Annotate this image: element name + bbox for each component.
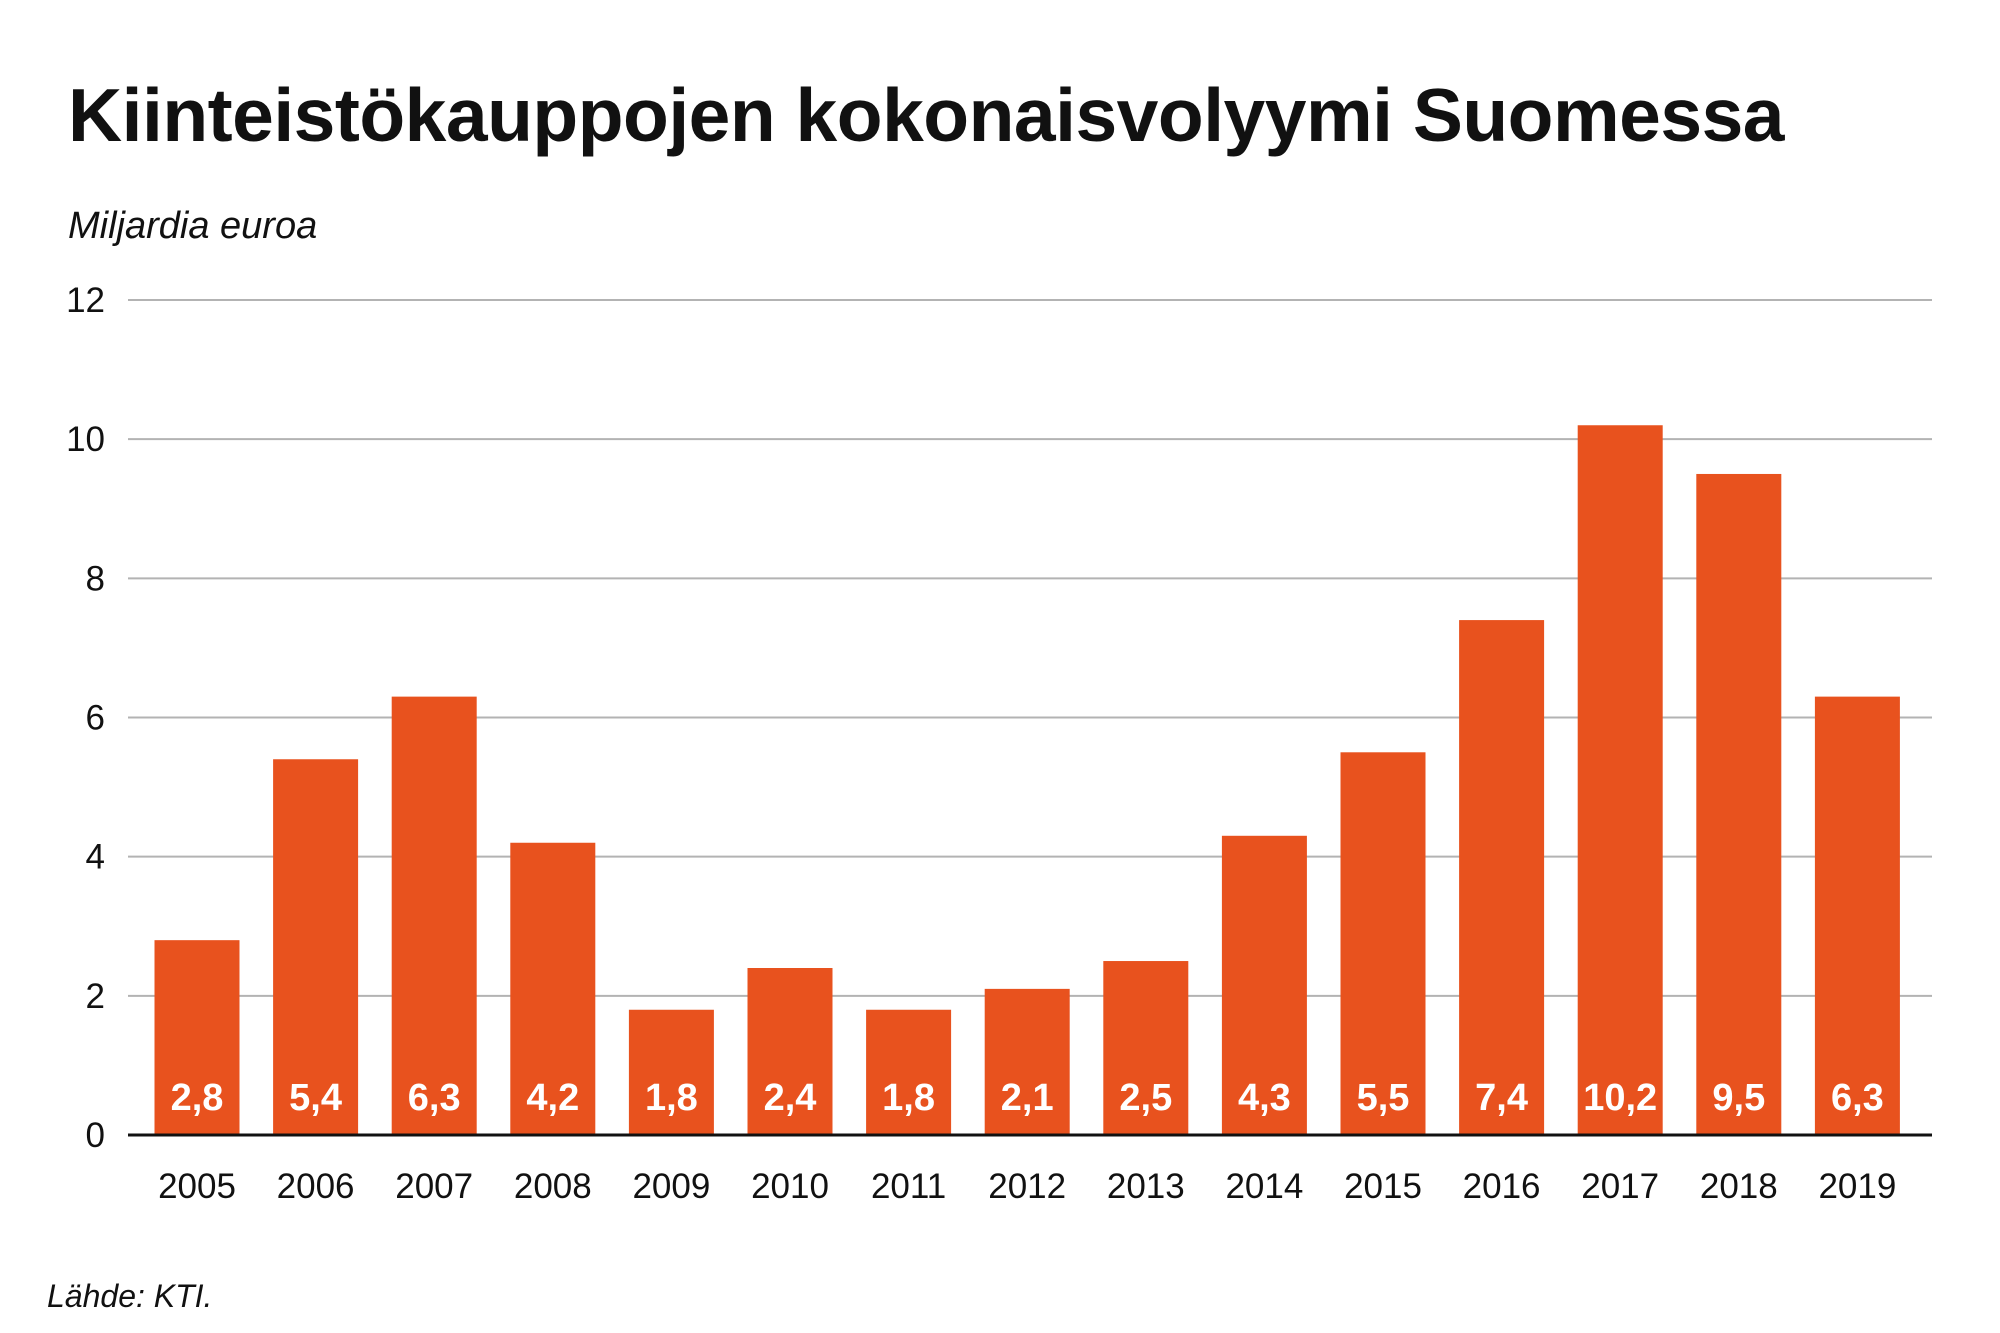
y-tick-label: 6 — [86, 699, 105, 738]
data-label-2019: 6,3 — [1831, 1077, 1884, 1119]
bars — [154, 425, 1900, 1135]
x-tick-label: 2010 — [751, 1167, 829, 1206]
x-tick-label: 2015 — [1344, 1167, 1422, 1206]
x-tick-label: 2012 — [988, 1167, 1066, 1206]
x-tick-label: 2005 — [158, 1167, 236, 1206]
x-tick-label: 2007 — [395, 1167, 473, 1206]
y-tick-label: 10 — [66, 420, 105, 459]
bar-2009 — [628, 1009, 714, 1135]
bar-2013 — [1103, 961, 1189, 1135]
source-note: Lähde: KTI. — [47, 1278, 213, 1314]
data-label-2012: 2,1 — [1001, 1077, 1054, 1119]
bar-2008 — [510, 842, 596, 1135]
y-tick-label: 4 — [86, 838, 105, 877]
x-tick-label: 2013 — [1107, 1167, 1185, 1206]
bar-2018 — [1696, 473, 1782, 1135]
bar-2006 — [273, 759, 359, 1135]
data-label-2011: 1,8 — [882, 1077, 935, 1119]
data-label-2008: 4,2 — [526, 1077, 579, 1119]
y-tick-label: 12 — [66, 281, 105, 320]
data-label-2005: 2,8 — [171, 1077, 224, 1119]
x-tick-label: 2017 — [1581, 1167, 1659, 1206]
chart-title: Kiinteistökauppojen kokonaisvolyymi Suom… — [68, 73, 1785, 157]
x-tick-label: 2018 — [1700, 1167, 1778, 1206]
x-tick-label: 2019 — [1818, 1167, 1896, 1206]
x-tick-label: 2006 — [277, 1167, 355, 1206]
x-tick-label: 2009 — [632, 1167, 710, 1206]
data-label-2010: 2,4 — [764, 1077, 817, 1119]
data-label-2017: 10,2 — [1583, 1077, 1657, 1119]
bar-2011 — [866, 1009, 952, 1135]
data-label-2018: 9,5 — [1712, 1077, 1765, 1119]
y-tick-label: 2 — [86, 977, 105, 1016]
x-tick-label: 2011 — [871, 1167, 946, 1206]
bar-2005 — [154, 940, 240, 1135]
bar-2016 — [1459, 620, 1545, 1135]
bar-2017 — [1577, 425, 1663, 1135]
y-axis-unit-label: Miljardia euroa — [68, 205, 318, 247]
bar-2007 — [391, 696, 477, 1135]
bar-2019 — [1814, 696, 1900, 1135]
y-tick-label: 8 — [86, 559, 105, 598]
bar-2012 — [984, 988, 1070, 1135]
data-label-2013: 2,5 — [1119, 1077, 1172, 1119]
x-tick-label: 2008 — [514, 1167, 592, 1206]
x-tick-label: 2016 — [1463, 1167, 1541, 1206]
data-label-2016: 7,4 — [1475, 1077, 1528, 1119]
data-label-2009: 1,8 — [645, 1077, 698, 1119]
y-tick-label: 0 — [86, 1116, 105, 1155]
bar-2015 — [1340, 752, 1426, 1135]
bar-2014 — [1221, 835, 1307, 1135]
data-label-2014: 4,3 — [1238, 1077, 1291, 1119]
labels: 0 2 4 6 8 10 12 2,8 2005 5,4 2006 6,3 2007 4,2 2008 1,8… — [66, 281, 1896, 1206]
bar-2010 — [747, 968, 833, 1135]
data-label-2007: 6,3 — [408, 1077, 461, 1119]
data-label-2015: 5,5 — [1357, 1077, 1410, 1119]
data-label-2006: 5,4 — [289, 1077, 342, 1119]
x-tick-label: 2014 — [1225, 1167, 1303, 1206]
